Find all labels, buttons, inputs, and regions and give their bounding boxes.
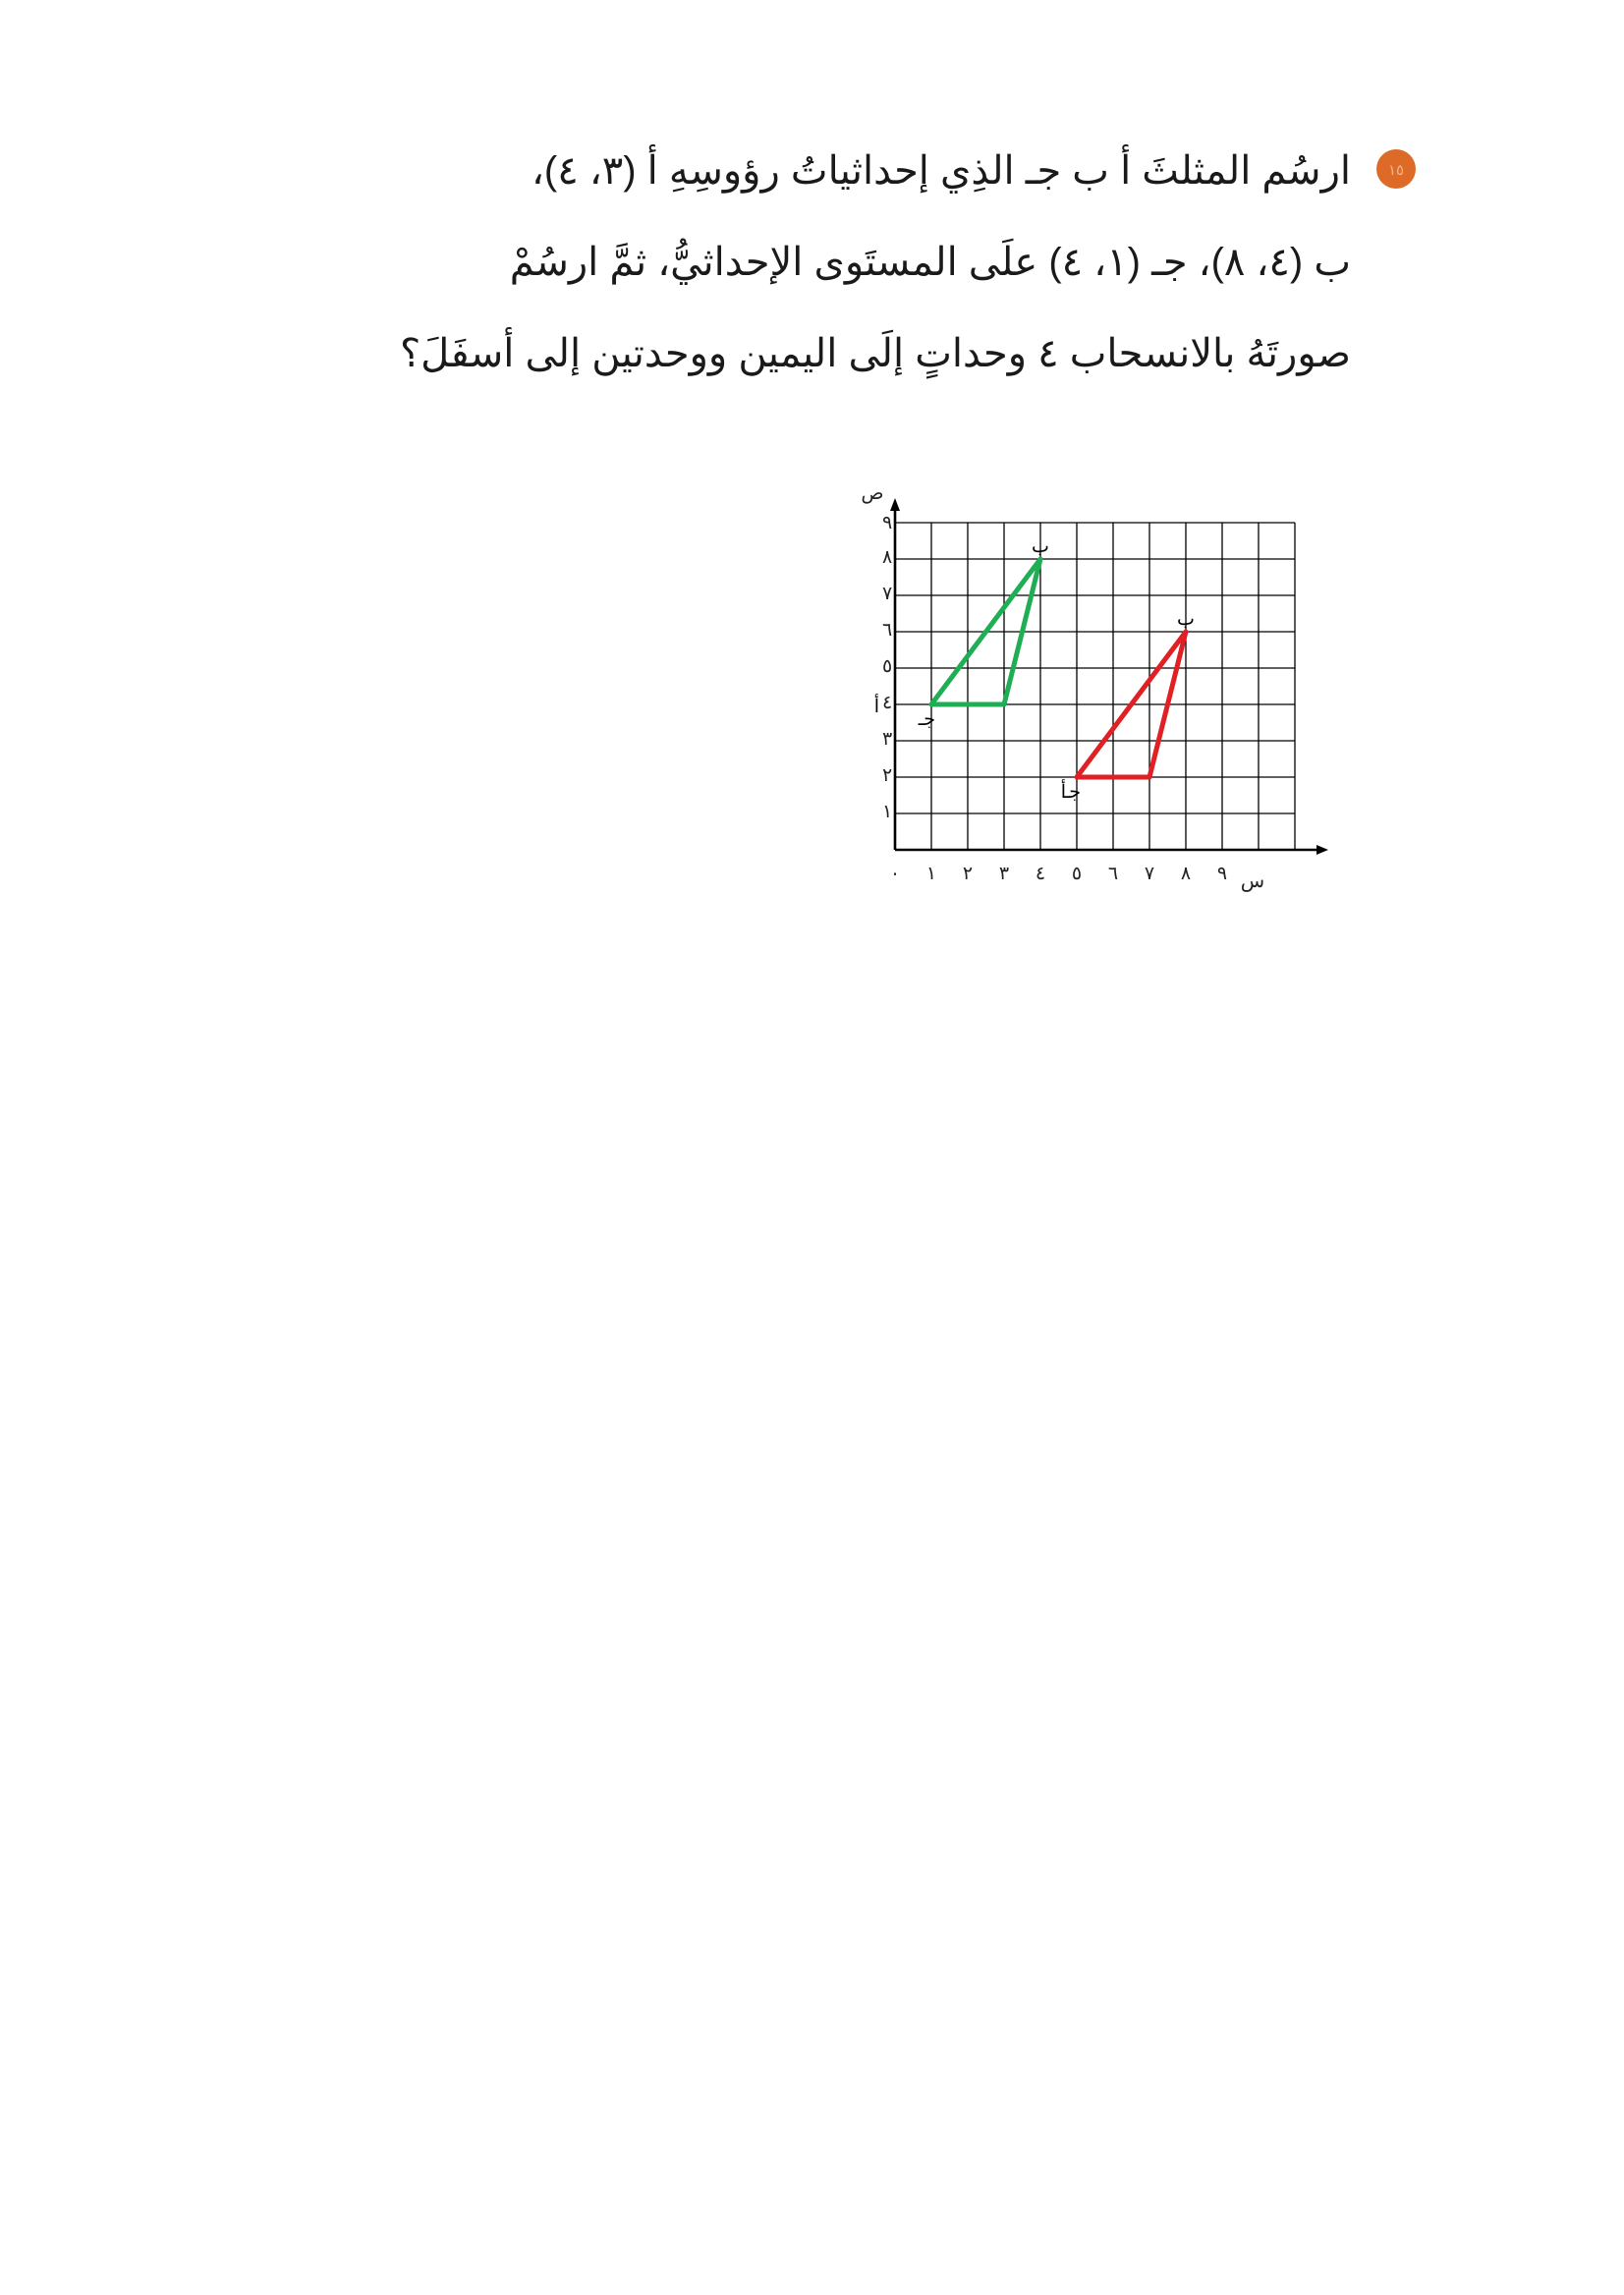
- svg-text:٢: ٢: [882, 765, 892, 786]
- svg-text:١: ١: [926, 864, 936, 884]
- svg-text:٥: ٥: [1072, 864, 1082, 884]
- svg-text:٨: ٨: [882, 547, 892, 568]
- svg-text:جـ: جـ: [918, 709, 935, 730]
- svg-text:١: ١: [882, 802, 892, 822]
- svg-text:ب: ب: [1032, 536, 1049, 557]
- svg-text:٧: ٧: [1145, 864, 1154, 884]
- svg-text:٠: ٠: [890, 864, 900, 884]
- svg-text:س: س: [1241, 870, 1264, 892]
- svg-text:جـ: جـ: [1063, 782, 1081, 803]
- svg-text:٦: ٦: [1108, 864, 1118, 884]
- svg-text:ب: ب: [1177, 609, 1195, 630]
- svg-text:٣: ٣: [999, 864, 1009, 884]
- svg-text:٤: ٤: [1036, 864, 1045, 884]
- svg-text:أ: أ: [874, 693, 879, 717]
- svg-text:٧: ٧: [882, 584, 892, 604]
- svg-text:٢: ٢: [963, 864, 973, 884]
- svg-text:٩: ٩: [882, 513, 892, 533]
- svg-text:ص: ص: [862, 483, 884, 504]
- svg-text:٨: ٨: [1181, 864, 1191, 884]
- svg-text:٩: ٩: [1217, 864, 1227, 884]
- svg-text:٤: ٤: [882, 693, 892, 713]
- svg-text:٥: ٥: [882, 656, 892, 677]
- svg-text:٣: ٣: [882, 729, 892, 750]
- svg-text:٦: ٦: [882, 620, 892, 641]
